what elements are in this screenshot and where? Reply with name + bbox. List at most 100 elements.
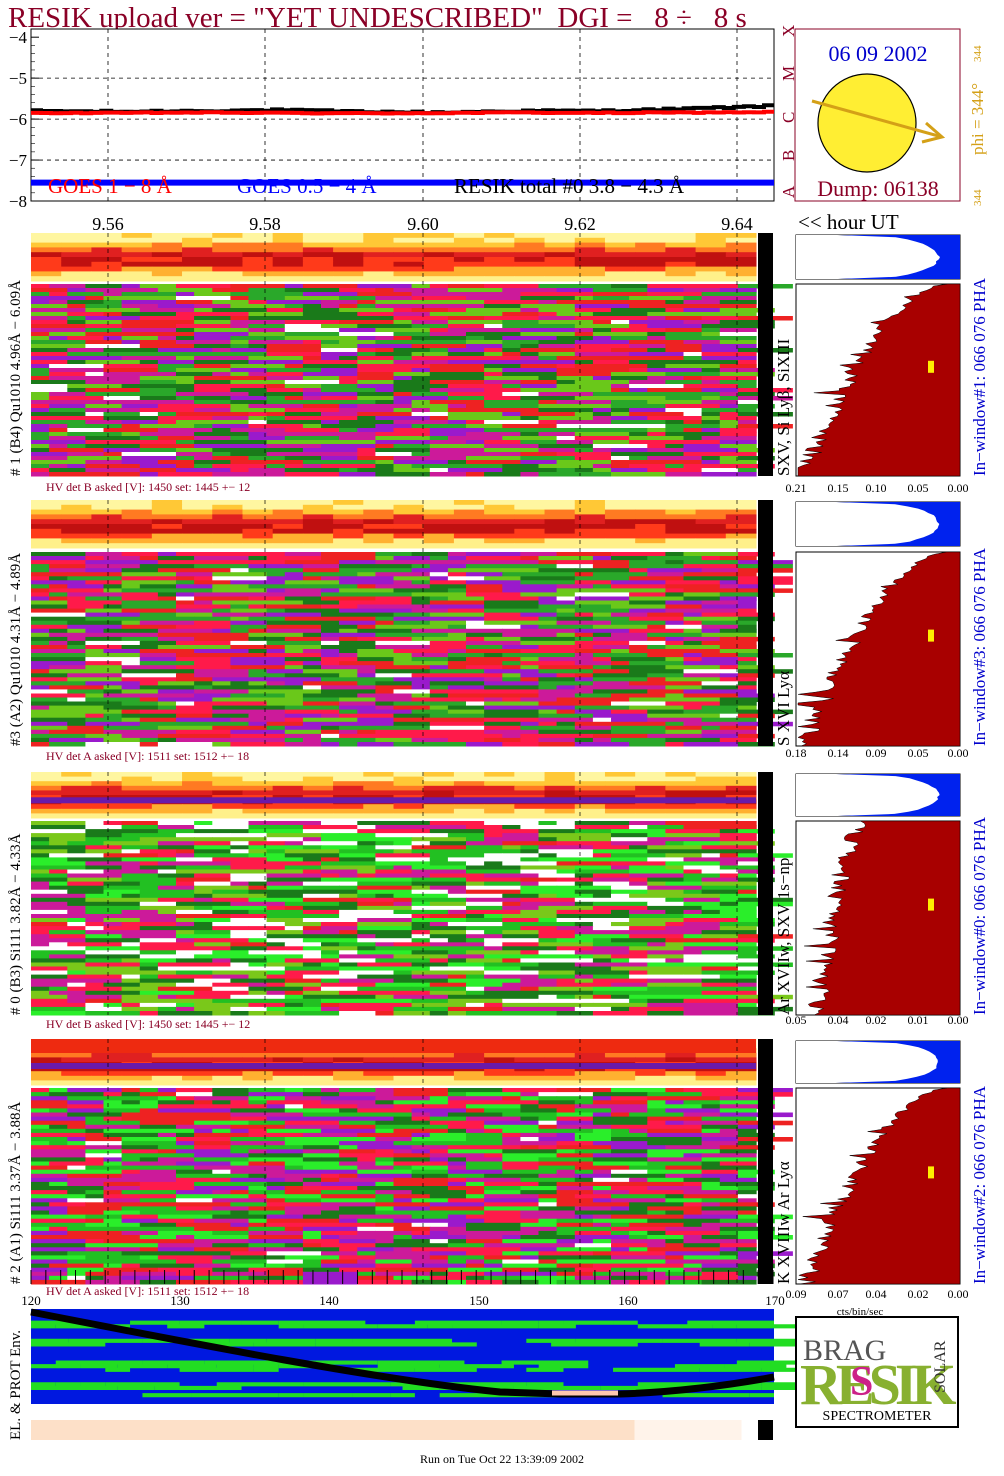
heatmap-cell — [683, 946, 739, 951]
heatmap-cell — [176, 452, 213, 457]
heatmap-cell — [321, 845, 358, 850]
heatmap-cell — [49, 632, 86, 638]
heatmap-cell — [157, 709, 213, 715]
band-cell — [393, 1052, 425, 1058]
heatmap-cell — [194, 837, 213, 842]
heatmap-cell — [230, 877, 268, 883]
heatmap-cell — [429, 1210, 449, 1216]
heatmap-cell — [248, 1132, 286, 1138]
heatmap-cell — [629, 914, 685, 919]
heatmap-cell — [411, 1186, 449, 1191]
heatmap-cell — [31, 1165, 68, 1171]
heatmap-cell — [85, 420, 105, 425]
heatmap-cell — [230, 364, 286, 369]
band-cell — [333, 524, 364, 530]
heatmap-cell — [139, 861, 159, 866]
heatmap-cell — [556, 1132, 576, 1138]
heatmap-cell — [592, 893, 612, 899]
heatmap-cell — [357, 677, 395, 682]
band-cell — [121, 261, 153, 268]
heatmap-cell — [284, 432, 322, 437]
heatmap-cell — [139, 717, 177, 723]
heatmap-cell — [447, 1230, 485, 1236]
heatmap-cell — [737, 1194, 757, 1199]
band-cell — [544, 276, 576, 282]
heatmap-cell — [647, 1218, 703, 1224]
band-cell — [363, 524, 394, 530]
heatmap-cell — [574, 962, 630, 967]
heatmap-cell — [31, 930, 50, 935]
heatmap-cell — [266, 292, 304, 297]
band-cell — [635, 538, 666, 544]
heatmap-cell — [339, 942, 376, 947]
heatmap-cell — [248, 926, 286, 931]
heatmap-cell — [321, 300, 358, 305]
heatmap-cell — [139, 958, 177, 963]
band-cell — [725, 514, 757, 520]
heatmap-cell — [629, 893, 666, 899]
band-cell — [333, 543, 364, 549]
heatmap-cell — [520, 1137, 540, 1142]
heatmap-cell — [411, 697, 449, 702]
heatmap-cell — [302, 857, 322, 862]
heatmap-cell — [502, 384, 521, 389]
heatmap-cell — [67, 914, 123, 919]
heatmap-cell — [194, 404, 231, 409]
heatmap-cell — [176, 1145, 195, 1150]
band-cell — [695, 776, 727, 782]
heatmap-cell — [701, 742, 739, 747]
heatmap-cell — [176, 1202, 231, 1207]
heatmap-cell — [592, 448, 612, 453]
heatmap-cell — [121, 986, 159, 992]
heatmap-cell — [411, 841, 431, 846]
heatmap-cell — [139, 432, 195, 437]
band-cell — [604, 1052, 636, 1058]
heatmap-cell — [321, 950, 340, 955]
heatmap-cell — [194, 845, 231, 850]
heatmap-cell — [538, 1145, 558, 1150]
heatmap-cell — [647, 837, 703, 842]
heatmap-cell — [266, 1271, 304, 1277]
heatmap-cell — [31, 356, 50, 361]
heatmap-cell — [447, 552, 467, 557]
band-cell — [453, 261, 485, 268]
heatmap-cell — [466, 1194, 485, 1199]
band-cell — [635, 808, 666, 814]
heatmap-cell — [31, 861, 86, 866]
heatmap-cell — [466, 934, 503, 939]
heatmap-cell — [683, 452, 739, 457]
heatmap-cell — [194, 873, 231, 878]
heatmap-cell — [683, 620, 703, 626]
heatmap-cell — [429, 348, 449, 353]
heatmap-cell — [393, 1116, 413, 1122]
heatmap-cell — [339, 1011, 376, 1016]
heatmap-cell — [321, 632, 340, 638]
heatmap-cell — [194, 1100, 213, 1105]
heatmap-cell — [212, 709, 268, 715]
band-cell — [514, 247, 546, 253]
heatmap-cell — [31, 709, 68, 715]
heatmap-cell — [321, 456, 358, 461]
heatmap-cell — [665, 742, 685, 747]
heatmap-cell — [701, 990, 757, 996]
heatmap-cell — [31, 1177, 68, 1183]
heatmap-cell — [212, 608, 231, 614]
heatmap-cell — [429, 849, 467, 854]
heatmap-cell — [248, 1092, 286, 1097]
band-cell — [121, 247, 153, 253]
band-cell — [725, 781, 757, 787]
heatmap-cell — [230, 1137, 250, 1142]
heatmap-cell — [701, 640, 757, 646]
band-cell — [182, 785, 213, 791]
heatmap-cell — [302, 296, 340, 301]
band-cell — [665, 776, 697, 782]
band-cell — [453, 1052, 485, 1058]
heatmap-cell — [31, 833, 86, 838]
heatmap-cell — [139, 1235, 177, 1240]
heatmap-cell — [31, 1247, 86, 1252]
band-cell — [635, 500, 666, 506]
band-cell — [151, 519, 183, 525]
heatmap-cell — [230, 681, 250, 686]
heatmap-cell — [176, 938, 195, 943]
heatmap-cell — [393, 865, 413, 870]
